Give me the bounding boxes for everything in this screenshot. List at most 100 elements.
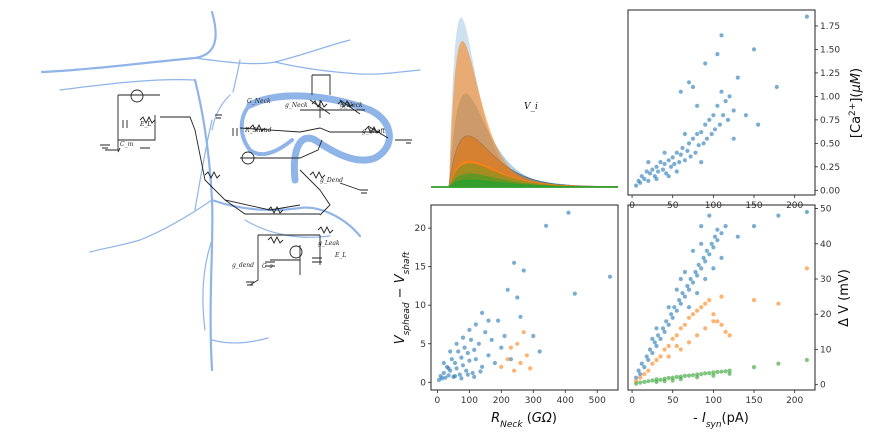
calcium-point-s0-59 <box>731 136 736 141</box>
calcium-point-s0-53 <box>715 52 720 57</box>
isyn-point-s0-26 <box>686 287 692 292</box>
isyn-point-s2-3 <box>646 379 651 384</box>
calcium-point-s0-17 <box>669 164 674 169</box>
calcium-ytick-label-4: 1.00 <box>820 92 840 102</box>
isyn-point-s0-41 <box>719 231 724 236</box>
isyn-point-s0-2 <box>638 372 643 377</box>
isyn-point-s2-22 <box>723 369 728 374</box>
isyn-point-s1-15 <box>695 308 700 313</box>
isyn-point-s2-14 <box>690 373 696 378</box>
rneck-ytick-label-0: 0 <box>420 378 426 388</box>
isyn-point-s0-27 <box>688 276 693 282</box>
rneck-point-s0-0 <box>436 377 442 383</box>
isyn-ytick-label-5: 50 <box>820 205 832 215</box>
calcium-point-s0-23 <box>680 145 685 151</box>
rneck-point-s0-46 <box>480 310 485 315</box>
trace-annotation: V_i <box>524 102 538 112</box>
calcium-point-s0-64 <box>662 150 667 155</box>
isyn-point-s1-8 <box>666 343 671 349</box>
isyn-point-s1-27 <box>678 347 683 352</box>
isyn-point-s0-44 <box>751 224 757 229</box>
rneck-point-s0-12 <box>456 349 461 354</box>
rneck-point-s0-50 <box>454 341 459 346</box>
calcium-point-s0-28 <box>690 136 696 141</box>
rneck-ytick-label-3: 15 <box>415 263 426 273</box>
rneck-xlabel: RNeck (GΩ) <box>491 411 557 430</box>
isyn-point-s2-18 <box>707 371 712 376</box>
calcium-point-s0-18 <box>670 155 675 160</box>
calcium-point-s0-6 <box>646 178 651 183</box>
calcium-ytick-label-6: 1.50 <box>820 45 840 55</box>
rneck-point-s1-2 <box>508 345 513 350</box>
calcium-point-s0-34 <box>703 122 708 127</box>
svg-text:C_s: C_s <box>262 263 273 270</box>
isyn-point-s0-12 <box>658 336 663 341</box>
isyn-point-s2-2 <box>642 379 647 384</box>
isyn-point-s2-25 <box>776 361 781 366</box>
isyn-point-s2-0 <box>634 381 639 386</box>
rneck-point-s0-49 <box>460 335 466 340</box>
rneck-point-s0-6 <box>446 373 451 378</box>
calcium-panel: 0 50 100 150 200 0.00 0.25 0.50 0.75 1.00 1.25 1.5… <box>627 9 864 211</box>
isyn-point-s1-18 <box>707 298 712 303</box>
calcium-ytick-label-0: 0.00 <box>820 186 840 196</box>
calcium-point-s0-48 <box>678 89 683 94</box>
calcium-xtick-label-3: 150 <box>745 201 762 211</box>
isyn-point-s0-1 <box>636 368 641 373</box>
isyn-point-s0-35 <box>704 248 710 253</box>
circuit-wires: G_Neck g_Neck g_Neck R_Shead g_Shaft g_D… <box>100 74 412 286</box>
isyn-point-s0-56 <box>699 241 704 246</box>
isyn-point-s0-29 <box>693 269 698 275</box>
calcium-point-s0-32 <box>699 130 704 135</box>
calcium-ylabel: [Ca2+](μM) <box>848 68 864 138</box>
isyn-point-s0-5 <box>644 354 649 359</box>
isyn-point-s0-45 <box>776 213 781 218</box>
isyn-xtick-label-0: 0 <box>629 396 635 406</box>
rneck-point-s0-38 <box>521 268 526 273</box>
rneck-xtick-label-4: 400 <box>557 396 574 406</box>
calcium-point-s0-67 <box>682 131 688 137</box>
isyn-point-s1-33 <box>666 354 671 359</box>
calcium-point-s0-20 <box>674 150 679 155</box>
isyn-point-s0-53 <box>650 336 655 341</box>
isyn-point-s1-22 <box>723 329 728 334</box>
isyn-point-s0-7 <box>647 347 653 352</box>
svg-text:C_m: C_m <box>120 141 134 148</box>
isyn-xtick-label-2: 100 <box>705 396 722 406</box>
calcium-point-s0-19 <box>672 161 677 167</box>
rneck-points <box>436 210 613 383</box>
isyn-point-s1-28 <box>686 340 692 345</box>
rneck-point-s1-5 <box>518 360 523 366</box>
rneck-yticks: 0 5 10 15 20 <box>415 224 431 388</box>
calcium-point-s0-30 <box>695 131 700 137</box>
rneck-point-s1-1 <box>505 357 510 362</box>
isyn-point-s2-24 <box>751 365 757 370</box>
isyn-point-s2-10 <box>674 374 679 380</box>
calcium-point-s0-54 <box>719 33 724 38</box>
isyn-point-s0-31 <box>696 262 701 267</box>
isyn-axes-frame <box>627 204 816 391</box>
isyn-point-s1-1 <box>638 375 643 380</box>
isyn-point-s1-11 <box>678 326 683 331</box>
isyn-point-s0-34 <box>703 259 708 264</box>
svg-text:g_Shaft: g_Shaft <box>362 128 386 135</box>
isyn-ytick-label-0: 0 <box>820 381 826 391</box>
calcium-point-s0-11 <box>656 169 661 174</box>
isyn-point-s0-38 <box>711 245 716 250</box>
isyn-point-s1-14 <box>690 312 696 317</box>
isyn-point-s0-40 <box>715 238 720 243</box>
isyn-point-s0-60 <box>703 276 708 282</box>
rneck-point-s0-16 <box>462 345 467 350</box>
calcium-point-s0-56 <box>774 84 779 90</box>
rneck-point-s0-42 <box>566 210 571 215</box>
isyn-point-s1-26 <box>804 266 810 271</box>
rneck-point-s0-36 <box>515 295 520 300</box>
rneck-point-s0-27 <box>486 353 491 358</box>
isyn-point-s0-32 <box>699 266 704 271</box>
calcium-point-s0-36 <box>707 117 712 122</box>
calcium-point-s0-47 <box>731 108 736 113</box>
isyn-point-s1-17 <box>703 301 708 306</box>
isyn-xlabel: - Isyn(pA) <box>693 411 749 430</box>
isyn-point-s1-21 <box>719 322 724 327</box>
calcium-ytick-label-1: 0.25 <box>820 163 840 173</box>
